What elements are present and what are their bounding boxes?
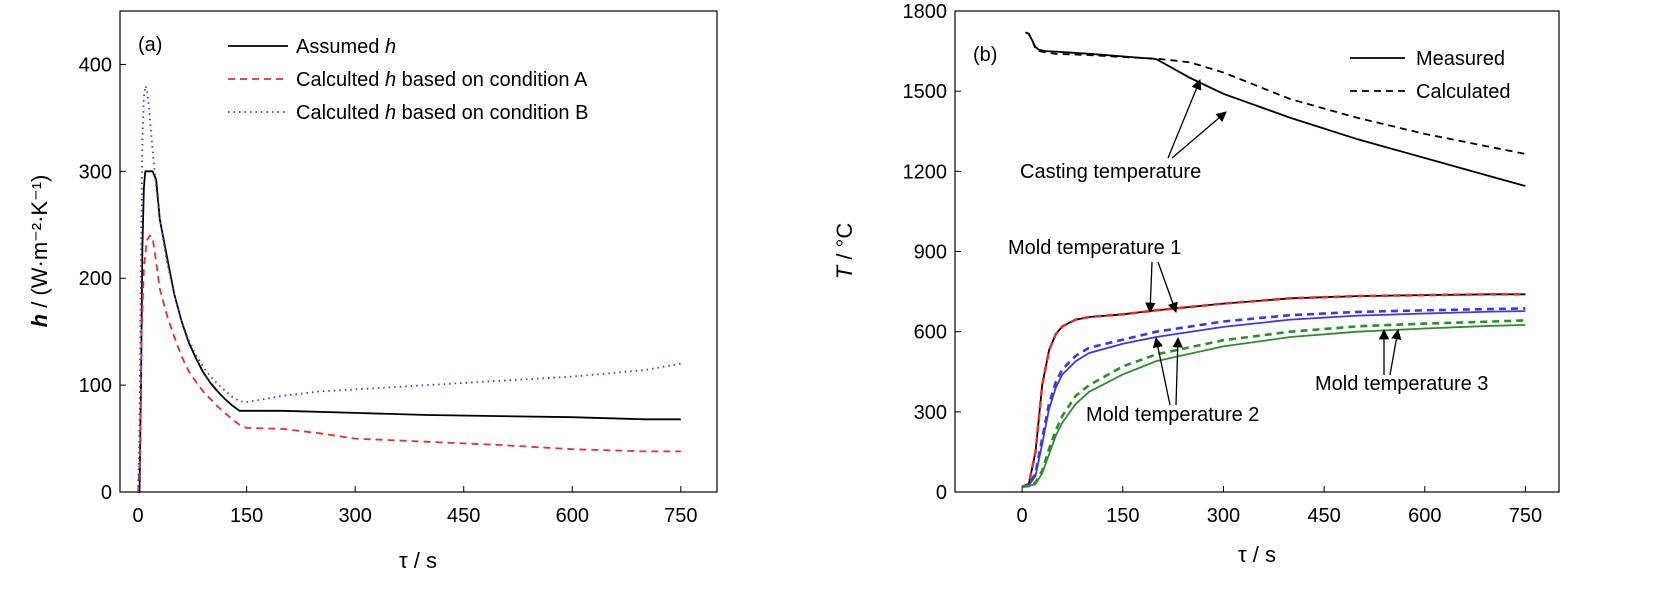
series-line-4 <box>1021 310 1526 488</box>
annotation-arrow <box>1167 79 1202 159</box>
series-group <box>1021 31 1526 488</box>
annotation-arrow <box>1172 336 1183 406</box>
legend-entry-condition-a: Calculted h based on condition A <box>296 69 588 91</box>
legend: Assumed h Calculted h based on condition… <box>228 36 588 124</box>
y-tick-label: 0 <box>936 482 947 504</box>
annotation-arrow <box>1389 328 1402 376</box>
panel-a: (a) 0 150 300 450 600 750 0 100 200 300 400 h / (W… <box>27 10 718 573</box>
y-axis-symbol: T <box>832 264 857 279</box>
y-tick-label: 600 <box>914 322 947 344</box>
annotations: Casting temperature Mold temperature 1 M… <box>1008 79 1488 426</box>
axis-ticks: 0 150 300 450 600 750 0 300 600 900 1200 1500 1800 <box>903 1 1543 527</box>
axis-ticks: 0 150 300 450 600 750 0 100 200 300 400 <box>79 54 698 527</box>
annotation-arrow <box>1157 261 1178 313</box>
y-tick-label: 1500 <box>903 81 948 103</box>
y-tick-label: 0 <box>101 482 112 504</box>
series-line-1 <box>1025 31 1526 155</box>
y-axis-unit: / °C <box>832 223 857 266</box>
panel-label: (b) <box>973 44 997 66</box>
legend-text: based on condition B <box>396 102 588 124</box>
legend-text: based on condition A <box>396 69 588 91</box>
annotation-mold-temperature-3: Mold temperature 3 <box>1315 373 1488 395</box>
series-line-5 <box>1021 307 1526 488</box>
x-tick-label: 0 <box>1017 505 1028 527</box>
x-tick-label: 150 <box>1106 505 1139 527</box>
legend-symbol: h <box>385 69 396 91</box>
y-axis-label: T / °C <box>832 223 857 280</box>
y-axis-unit: / (W·m⁻²·K⁻¹) <box>27 175 52 314</box>
annotation-mold-temperature-2: Mold temperature 2 <box>1086 404 1259 426</box>
series-line-0 <box>138 170 681 493</box>
annotation-arrow <box>1145 261 1156 314</box>
legend-entry-measured: Measured <box>1416 48 1505 70</box>
y-axis-label: h / (W·m⁻²·K⁻¹) <box>27 175 52 328</box>
x-tick-label: 450 <box>447 505 480 527</box>
legend-symbol: h <box>385 102 396 124</box>
panel-label: (a) <box>138 34 162 56</box>
y-axis-symbol: h <box>27 314 52 327</box>
series-group <box>137 84 681 493</box>
y-tick-label: 300 <box>914 402 947 424</box>
legend-entry-calculated: Calculated <box>1416 81 1511 103</box>
legend-entry-assumed: Assumed h <box>296 36 396 58</box>
series-line-3 <box>1021 292 1526 488</box>
annotation-arrow <box>1171 111 1227 159</box>
y-tick-label: 400 <box>79 54 112 76</box>
x-tick-label: 750 <box>664 505 697 527</box>
x-tick-label: 150 <box>230 505 263 527</box>
panel-b: (b) 0 150 300 450 600 750 0 300 600 900 1200 1500 18… <box>832 1 1560 567</box>
x-axis-label: τ / s <box>1238 542 1276 567</box>
x-tick-label: 600 <box>556 505 589 527</box>
annotation-mold-temperature-1: Mold temperature 1 <box>1008 237 1181 259</box>
x-tick-label: 750 <box>1509 505 1542 527</box>
legend: Measured Calculated <box>1350 48 1511 103</box>
y-tick-label: 900 <box>914 242 947 264</box>
legend-text: Assumed <box>296 36 385 58</box>
x-tick-label: 300 <box>338 505 371 527</box>
plot-frame <box>119 10 718 493</box>
series-line-2 <box>137 84 681 493</box>
x-tick-label: 300 <box>1207 505 1240 527</box>
legend-text: Calculted <box>296 69 385 91</box>
x-tick-label: 0 <box>133 505 144 527</box>
y-tick-label: 1800 <box>903 1 948 23</box>
x-tick-label: 600 <box>1408 505 1441 527</box>
y-tick-label: 100 <box>79 375 112 397</box>
annotation-arrows <box>1145 79 1402 406</box>
annotation-arrow <box>1152 336 1171 406</box>
legend-text: Calculted <box>296 102 385 124</box>
annotation-casting-temperature: Casting temperature <box>1020 161 1201 183</box>
y-tick-label: 200 <box>79 268 112 290</box>
legend-symbol: h <box>385 36 396 58</box>
x-tick-label: 450 <box>1307 505 1340 527</box>
series-line-1 <box>137 234 681 493</box>
y-tick-label: 300 <box>79 161 112 183</box>
legend-entry-condition-b: Calculted h based on condition B <box>296 102 588 124</box>
x-axis-label: τ / s <box>399 548 437 573</box>
y-tick-label: 1200 <box>903 161 948 183</box>
